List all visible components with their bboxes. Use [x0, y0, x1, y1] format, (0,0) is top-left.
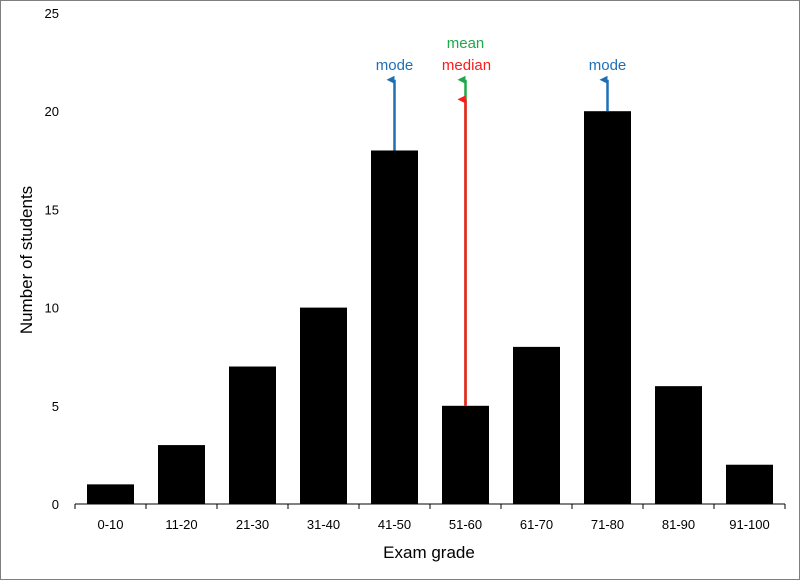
bar-41-50 — [371, 150, 418, 505]
bar-21-30 — [229, 366, 276, 504]
y-tick-label: 10 — [45, 301, 59, 316]
y-axis-title: Number of students — [17, 186, 36, 334]
annotation-mean-label: mean — [447, 35, 485, 52]
x-tick-label: 0-10 — [97, 517, 123, 532]
bar-81-90 — [655, 386, 702, 504]
x-tick-label: 81-90 — [662, 517, 695, 532]
x-tick-label: 41-50 — [378, 517, 411, 532]
x-tick-label: 71-80 — [591, 517, 624, 532]
x-axis-title: Exam grade — [383, 543, 475, 562]
bar-11-20 — [158, 445, 205, 504]
bar-51-60 — [442, 405, 489, 504]
x-tick-label: 11-20 — [165, 517, 197, 532]
y-tick-label: 20 — [45, 104, 59, 119]
x-tick-label: 51-60 — [449, 517, 482, 532]
annotation-median-label: median — [442, 57, 491, 74]
bar-31-40 — [300, 307, 347, 504]
bar-61-70 — [513, 346, 560, 504]
y-tick-label: 15 — [45, 202, 59, 217]
annotation-mode-label: mode — [589, 57, 627, 74]
axes-layer: 0-10 11-20 21-30 31-40 41-50 51-60 61-70 71-80 8… — [45, 6, 786, 532]
x-tick-label: 31-40 — [307, 517, 340, 532]
bars-layer — [87, 111, 773, 505]
annotation-mode-label: mode — [376, 57, 414, 74]
y-tick-label: 0 — [52, 497, 59, 512]
y-tick-label: 5 — [52, 399, 59, 414]
y-tick-label: 25 — [45, 6, 59, 21]
bar-0-10 — [87, 484, 134, 504]
bar-71-80 — [584, 111, 631, 504]
x-tick-label: 61-70 — [520, 517, 553, 532]
x-tick-label: 91-100 — [729, 517, 769, 532]
annotations-layer: mode mean median mode — [376, 35, 627, 406]
x-tick-label: 21-30 — [236, 517, 269, 532]
bar-91-100 — [726, 464, 773, 504]
